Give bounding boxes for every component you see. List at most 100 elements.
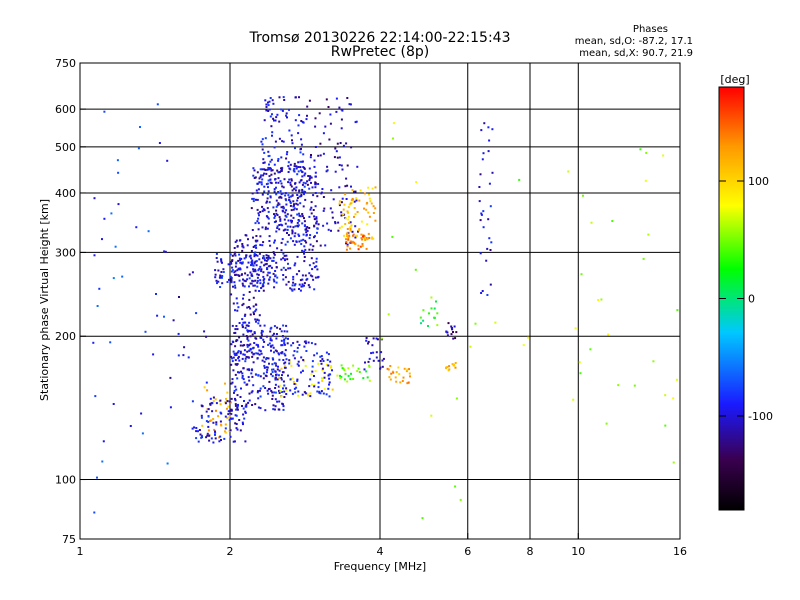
data-point xyxy=(305,241,308,244)
data-point xyxy=(251,192,254,195)
data-point xyxy=(261,138,264,141)
data-point xyxy=(262,283,265,286)
data-point xyxy=(296,173,299,176)
data-point xyxy=(272,358,275,361)
phases-heading: Phases xyxy=(633,24,668,35)
data-point xyxy=(289,181,292,184)
data-point xyxy=(245,324,248,327)
data-point xyxy=(94,395,97,398)
data-point xyxy=(314,117,317,120)
data-point xyxy=(266,227,269,230)
data-point xyxy=(295,273,298,276)
data-point xyxy=(350,146,353,149)
data-point xyxy=(254,289,257,292)
data-point xyxy=(312,245,315,248)
data-point xyxy=(364,361,366,364)
data-point xyxy=(309,274,312,277)
y-tick-label: 600 xyxy=(55,103,76,116)
data-point xyxy=(352,233,355,236)
data-point xyxy=(287,234,290,236)
data-point xyxy=(263,340,266,343)
data-point xyxy=(264,374,267,377)
data-point xyxy=(345,177,348,180)
data-point xyxy=(278,389,280,392)
data-point xyxy=(304,364,307,367)
data-point xyxy=(302,181,305,184)
data-point xyxy=(271,375,274,378)
data-point xyxy=(234,286,237,289)
colorbar-tick-label: 0 xyxy=(748,293,755,306)
data-point xyxy=(273,391,276,394)
data-point xyxy=(281,166,284,169)
data-point xyxy=(129,425,132,427)
data-point xyxy=(237,350,240,353)
data-point xyxy=(316,390,319,393)
data-point xyxy=(419,316,422,319)
data-point xyxy=(236,328,239,331)
data-point xyxy=(264,228,267,231)
data-point xyxy=(445,367,448,370)
data-point xyxy=(297,124,300,127)
data-point xyxy=(273,280,276,283)
data-point xyxy=(237,306,240,309)
data-point xyxy=(274,215,277,217)
data-point xyxy=(290,178,293,181)
data-point xyxy=(356,234,359,237)
data-point xyxy=(245,256,247,259)
data-point xyxy=(408,372,411,375)
x-tick-label: 2 xyxy=(227,545,234,558)
data-point xyxy=(139,126,141,128)
data-point xyxy=(273,362,276,365)
data-point xyxy=(389,378,392,381)
data-point xyxy=(215,279,218,282)
data-point xyxy=(240,370,242,373)
x-tick-label: 1 xyxy=(77,545,84,558)
data-point xyxy=(279,327,282,330)
data-point xyxy=(313,375,315,377)
data-point xyxy=(278,137,281,140)
data-point xyxy=(239,350,242,353)
data-point xyxy=(308,227,311,229)
data-point xyxy=(270,158,273,161)
data-point xyxy=(220,260,223,263)
data-point xyxy=(259,395,262,398)
data-point xyxy=(251,259,254,262)
data-point xyxy=(240,273,243,276)
data-point xyxy=(314,186,317,189)
data-point xyxy=(298,344,301,346)
data-point xyxy=(317,154,320,157)
data-point xyxy=(275,209,278,212)
data-point xyxy=(249,271,252,274)
data-point xyxy=(309,208,312,211)
data-point xyxy=(280,241,283,244)
data-point xyxy=(229,429,232,432)
data-point xyxy=(285,388,288,391)
data-point xyxy=(209,397,212,400)
data-point xyxy=(288,178,291,181)
data-point xyxy=(303,250,306,253)
data-point xyxy=(282,229,285,232)
data-point xyxy=(235,414,238,417)
data-point xyxy=(256,318,259,321)
data-point xyxy=(248,349,251,352)
data-point xyxy=(272,251,275,254)
data-point xyxy=(338,204,341,207)
data-point xyxy=(304,392,307,395)
data-point xyxy=(250,282,253,285)
data-point xyxy=(327,374,330,377)
data-point xyxy=(207,429,210,432)
data-point xyxy=(280,182,283,185)
data-point xyxy=(263,190,266,193)
data-point xyxy=(267,257,270,260)
data-point xyxy=(368,357,371,360)
data-point xyxy=(672,461,675,464)
data-point xyxy=(298,189,301,192)
data-point xyxy=(253,253,256,256)
data-point xyxy=(243,344,246,347)
data-point xyxy=(242,378,245,381)
data-point xyxy=(152,353,155,356)
data-point xyxy=(284,361,287,364)
data-point xyxy=(303,282,306,285)
